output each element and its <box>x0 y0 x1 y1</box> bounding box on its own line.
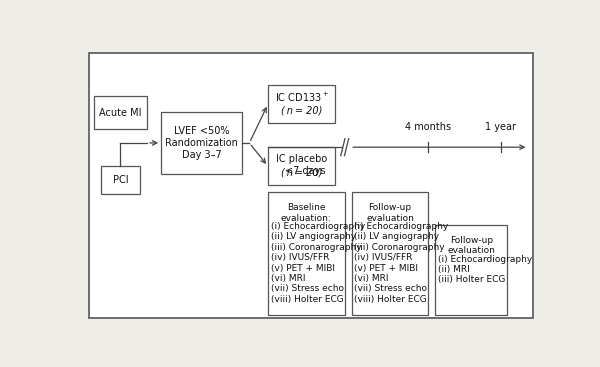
Bar <box>352 192 428 315</box>
Text: (i) Echocardiography
(ii) LV angiography
(iii) Coronarography
(iv) IVUS/FFR
(v) : (i) Echocardiography (ii) LV angiography… <box>355 222 449 304</box>
Text: <7 days: <7 days <box>285 166 325 175</box>
Bar <box>101 166 140 194</box>
Bar <box>268 147 335 185</box>
Text: Follow-up
evaluation: Follow-up evaluation <box>366 203 414 222</box>
Text: LVEF <50%
Randomization
Day 3–7: LVEF <50% Randomization Day 3–7 <box>165 126 238 160</box>
Bar <box>161 112 242 174</box>
Text: ( n = 20): ( n = 20) <box>281 105 322 115</box>
Text: (i) Echocardiography
(ii) LV angiography
(iii) Coronarography
(iv) IVUS/FFR
(v) : (i) Echocardiography (ii) LV angiography… <box>271 222 365 304</box>
Text: ( n = 20): ( n = 20) <box>281 167 322 178</box>
Text: PCI: PCI <box>113 175 128 185</box>
Bar <box>268 192 345 315</box>
Text: Follow-up
evaluation: Follow-up evaluation <box>448 236 496 255</box>
Bar <box>268 85 335 123</box>
Text: IC placebo: IC placebo <box>276 154 328 164</box>
Bar <box>436 225 508 315</box>
Text: 1 year: 1 year <box>485 121 517 132</box>
Text: Baseline
evaluation:: Baseline evaluation: <box>281 203 332 222</box>
Text: 4 months: 4 months <box>406 121 451 132</box>
Text: IC CD133$^+$: IC CD133$^+$ <box>275 91 329 103</box>
Text: (i) Echocardiography
(ii) MRI
(iii) Holter ECG: (i) Echocardiography (ii) MRI (iii) Holt… <box>438 255 532 284</box>
Text: Acute MI: Acute MI <box>99 108 142 117</box>
Bar <box>94 96 147 129</box>
